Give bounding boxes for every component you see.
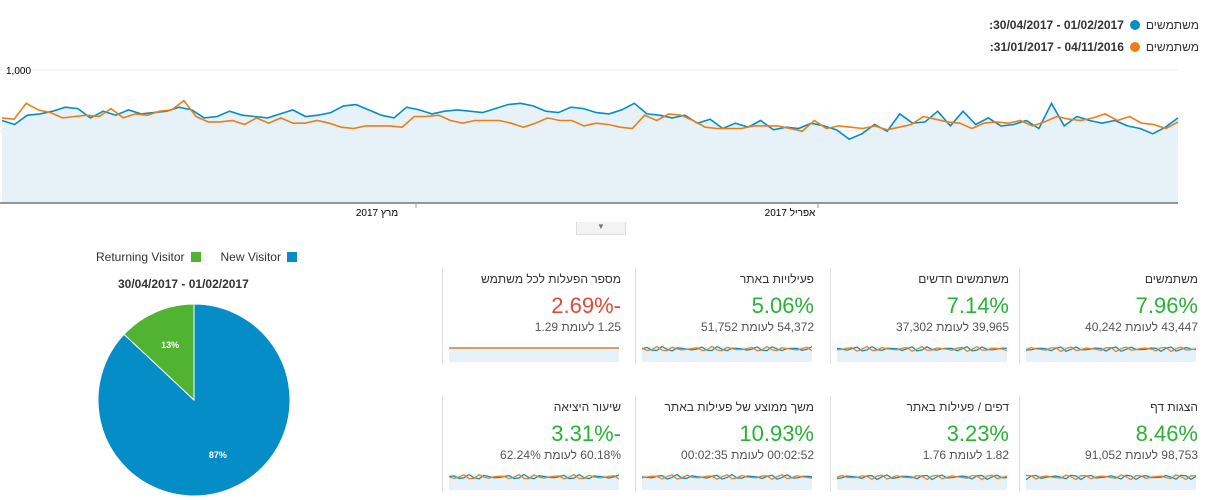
pie-legend-new-label: New Visitor [220,250,281,264]
y-tick-label: 1,000 [6,66,31,77]
metric-sparkline [1026,474,1196,490]
pie-legend-new-swatch [286,252,297,262]
metric-sparkline [449,473,619,490]
legend-previous-label: משתמשים [1145,40,1199,54]
legend-current-label: משתמשים [1145,18,1199,32]
sparkline-previous [642,345,812,352]
metric-card[interactable]: משתמשים חדשים 7.14% 39,965 לעומת 37,302 [830,268,1009,364]
series-group [1,99,1179,203]
metric-change-percent: 7.14% [946,293,1009,318]
metric-sparkline [837,474,1007,490]
sparkline-previous [837,474,1007,481]
sparkline-area [1026,347,1196,362]
x-tick-label: אפריל 2017 [765,207,816,219]
legend-previous-range: :31/01/2017 - 04/11/2016 [989,40,1124,54]
visitor-type-pie-chart: 87% 13% [97,303,291,497]
date-range-legend: משתמשים :30/04/2017 - 01/02/2017 משתמשים… [879,14,1199,58]
series-area-current [2,103,1178,203]
metric-comparison: 98,753 לעומת 91,052 [1085,448,1198,462]
pie-legend-returning-label: Returning Visitor [96,250,185,264]
sparkline-current [1026,474,1196,481]
metric-title: הצגות דף [1150,400,1198,414]
users-line-chart: 1,000 500 מרץ 2017 אפריל 2017 [0,66,1179,219]
metric-title: דפים / פעילות באתר [906,400,1009,414]
metric-change-percent: -2.69% [551,293,621,318]
metric-sparkline [642,473,812,490]
metric-comparison: 1.25 לעומת 1.29 [534,320,621,334]
metric-change-percent: 3.23% [946,421,1009,446]
pie-legend-returning-swatch [190,252,201,262]
metric-card[interactable]: שיעור היציאה -3.31% 60.18% לעומת 62.24% [442,396,621,492]
sparkline-area [449,347,619,362]
metric-change-percent: -3.31% [551,421,621,446]
metric-comparison: 54,372 לעומת 51,752 [701,320,814,334]
legend-current: משתמשים :30/04/2017 - 01/02/2017 [879,14,1199,36]
legend-previous-dot [1129,42,1140,52]
metric-sparkline [642,345,812,362]
sparkline-area [1026,475,1196,490]
metric-comparison: 00:02:52 לעומת 00:02:35 [681,448,814,462]
sparkline-area [642,347,812,362]
metric-card[interactable]: מספר הפעלות לכל משתמש -2.69% 1.25 לעומת 1.… [442,268,621,364]
metric-comparison: 1.82 לעומת 1.76 [922,448,1009,462]
pie-legend: Returning Visitor New Visitor [96,250,297,264]
sparkline-area [837,475,1007,490]
pie-label-returning-visitor: 13% [161,340,179,350]
metric-title: שיעור היציאה [553,400,621,414]
legend-current-range: :30/04/2017 - 01/02/2017 [989,18,1124,32]
metric-comparison: 60.18% לעומת 62.24% [500,448,621,462]
series-line-previous [1,99,1179,133]
metric-title: משתמשים [1144,272,1198,286]
sparkline-area [449,475,619,490]
metric-change-percent: 7.96% [1135,293,1198,318]
metric-card[interactable]: דפים / פעילות באתר 3.23% 1.82 לעומת 1.76 [830,396,1009,492]
metric-title: משך ממוצע של פעילות באתר [664,400,814,414]
metric-card[interactable]: משתמשים 7.96% 43,447 לעומת 40,242 [1019,268,1198,364]
sparkline-previous [837,345,1007,352]
pie-slice-new-visitor[interactable] [97,303,291,497]
sparkline-previous [1026,474,1196,481]
pie-label-new-visitor: 87% [209,450,227,460]
legend-current-dot [1129,20,1140,30]
sparkline-current [449,473,619,480]
pie-date-range: 30/04/2017 - 01/02/2017 [118,277,249,291]
metric-sparkline [837,345,1007,362]
metric-comparison: 39,965 לעומת 37,302 [896,320,1009,334]
legend-previous: משתמשים :31/01/2017 - 04/11/2016 [879,36,1199,58]
metric-change-percent: 5.06% [751,293,814,318]
sparkline-previous [449,473,619,480]
metric-change-percent: 8.46% [1135,421,1198,446]
metric-title: פעילויות באתר [739,272,814,286]
pie-slice-returning-visitor[interactable] [123,303,195,402]
x-tick-label: מרץ 2017 [356,208,398,219]
sparkline-previous [642,474,812,481]
metric-card[interactable]: הצגות דף 8.46% 98,753 לעומת 91,052 [1019,396,1198,492]
metric-card[interactable]: משך ממוצע של פעילות באתר 10.93% 00:02:52 ל… [635,396,814,492]
metric-sparkline [449,347,619,362]
sparkline-current [837,345,1007,352]
metric-change-percent: 10.93% [739,421,814,446]
metric-card[interactable]: פעילויות באתר 5.06% 54,372 לעומת 51,752 [635,268,814,364]
sparkline-area [837,347,1007,362]
collapse-chart-toggle[interactable]: ▼ [576,222,626,235]
series-line-current [1,101,1179,141]
sparkline-previous [1026,346,1196,353]
metric-sparkline [1026,346,1196,362]
metric-comparison: 43,447 לעומת 40,242 [1085,320,1198,334]
metric-title: משתמשים חדשים [918,272,1009,286]
metric-title: מספר הפעלות לכל משתמש [481,272,621,286]
sparkline-current [642,345,812,352]
